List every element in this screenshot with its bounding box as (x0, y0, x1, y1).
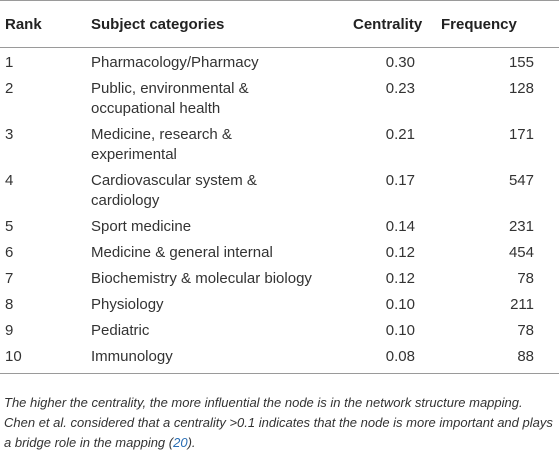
cell-centrality: 0.10 (385, 295, 415, 313)
cell-frequency: 171 (508, 125, 534, 143)
subject-line: Public, environmental & (91, 79, 249, 97)
table-row: 7 Biochemistry & molecular biology 0.12 78 (0, 264, 559, 290)
subject-line: Pediatric (91, 321, 150, 339)
subject-categories-table: Rank Subject categories Centrality Frequ… (0, 0, 559, 374)
table-row: 5 Sport medicine 0.14 231 (0, 212, 559, 238)
subject-line: Pharmacology/Pharmacy (91, 54, 259, 71)
cell-centrality: 0.23 (385, 79, 415, 97)
cell-frequency: 454 (508, 243, 534, 261)
cell-rank: 3 (5, 125, 14, 143)
header-frequency: Frequency (441, 0, 559, 48)
cell-subject-category: Public, environmental & occupational heal… (91, 74, 353, 120)
cell-rank: 2 (5, 79, 14, 97)
cell-subject-category: Medicine, research & experimental (91, 120, 353, 166)
table-body: 1 Pharmacology/Pharmacy 0.30 155 2 Public, en… (0, 48, 559, 374)
footnote-text: The higher the centrality, the more infl… (4, 395, 553, 450)
header-rank: Rank (0, 0, 91, 48)
table-row: 9 Pediatric 0.10 78 (0, 316, 559, 342)
cell-centrality: 0.17 (385, 171, 415, 189)
header-centrality: Centrality (353, 0, 441, 48)
header-subject-categories: Subject categories (91, 0, 353, 48)
cell-rank: 5 (5, 217, 14, 235)
subject-line: Medicine, research & (91, 125, 232, 143)
table-row: 1 Pharmacology/Pharmacy 0.30 155 (0, 48, 559, 74)
cell-rank: 10 (0, 341, 91, 374)
cell-frequency: 211 (510, 295, 534, 313)
cell-subject-category: Sport medicine (91, 212, 353, 238)
table-row: 3 Medicine, research & experimental 0.21 171 (0, 120, 559, 166)
cell-frequency: 155 (508, 54, 534, 71)
cell-rank: 9 (5, 321, 14, 339)
table-row: 2 Public, environmental & occupational hea… (0, 74, 559, 120)
cell-subject-category: Biochemistry & molecular biology (91, 264, 353, 290)
table-row: 10 Immunology 0.08 88 (0, 341, 559, 374)
cell-frequency: 128 (508, 79, 534, 97)
subject-line: Cardiovascular system & (91, 171, 257, 189)
cell-frequency: 78 (517, 269, 534, 287)
table-footnote: The higher the centrality, the more infl… (4, 393, 556, 453)
subject-line: Biochemistry & molecular biology (91, 269, 312, 287)
cell-centrality: 0.08 (353, 341, 441, 374)
cell-subject-category: Immunology (91, 341, 353, 374)
subject-line: Sport medicine (91, 217, 192, 235)
cell-rank: 6 (5, 243, 14, 261)
table-row: 4 Cardiovascular system & cardiology 0.17 54… (0, 166, 559, 212)
table-row: 6 Medicine & general internal 0.12 454 (0, 238, 559, 264)
cell-subject-category: Cardiovascular system & cardiology (91, 166, 353, 212)
cell-rank: 1 (5, 54, 14, 71)
cell-centrality: 0.21 (385, 125, 415, 143)
cell-rank: 4 (5, 171, 14, 189)
header-row: Rank Subject categories Centrality Frequ… (0, 0, 559, 48)
cell-frequency: 547 (508, 171, 534, 189)
footnote-reference-link[interactable]: 20 (173, 435, 188, 450)
subject-line: occupational health (91, 99, 221, 117)
subject-line: experimental (91, 145, 177, 163)
subject-line: Medicine & general internal (91, 243, 273, 261)
cell-centrality: 0.30 (385, 54, 415, 71)
table-row: 8 Physiology 0.10 211 (0, 290, 559, 316)
cell-frequency: 88 (441, 341, 559, 374)
footnote-tail: ). (187, 435, 196, 450)
subject-line: Physiology (91, 295, 164, 313)
cell-centrality: 0.10 (385, 321, 415, 339)
cell-subject-category: Medicine & general internal (91, 238, 353, 264)
cell-subject-category: Pharmacology/Pharmacy (91, 48, 353, 74)
cell-centrality: 0.14 (385, 217, 415, 235)
cell-rank: 7 (5, 269, 14, 287)
cell-frequency: 78 (517, 321, 534, 339)
subject-line: cardiology (91, 191, 160, 209)
cell-subject-category: Pediatric (91, 316, 353, 342)
subject-line: Immunology (91, 347, 173, 365)
cell-centrality: 0.12 (385, 243, 415, 261)
cell-frequency: 231 (508, 217, 534, 235)
cell-subject-category: Physiology (91, 290, 353, 316)
cell-rank: 8 (5, 295, 14, 313)
cell-centrality: 0.12 (385, 269, 415, 287)
